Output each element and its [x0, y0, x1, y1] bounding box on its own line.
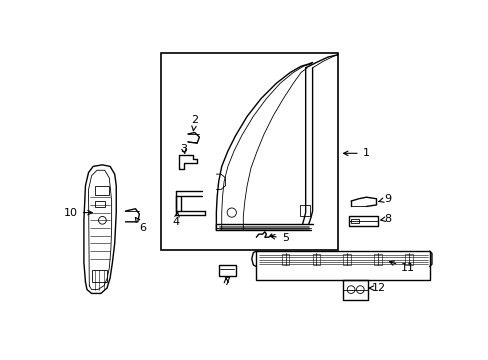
Text: 4: 4: [172, 211, 180, 227]
Text: 6: 6: [135, 217, 146, 233]
Bar: [348, 216, 377, 226]
Bar: [281, 254, 289, 265]
Text: 5: 5: [270, 233, 288, 243]
Text: 2: 2: [191, 115, 198, 131]
Bar: [350, 219, 358, 223]
Bar: [95, 201, 105, 207]
Text: 7: 7: [223, 277, 229, 287]
Text: 12: 12: [368, 283, 385, 293]
Bar: [373, 254, 381, 265]
Bar: [95, 186, 108, 195]
Bar: [161, 53, 337, 249]
Bar: [312, 254, 320, 265]
Bar: [404, 254, 412, 265]
Text: 3: 3: [180, 144, 187, 154]
Text: 1: 1: [343, 148, 369, 158]
Bar: [218, 265, 235, 276]
Bar: [343, 254, 350, 265]
Text: 8: 8: [380, 214, 390, 224]
Text: 9: 9: [378, 194, 390, 204]
Bar: [256, 251, 429, 280]
Text: 11: 11: [389, 261, 414, 273]
Bar: [343, 280, 367, 300]
Text: 10: 10: [63, 208, 92, 217]
Bar: [299, 205, 310, 216]
Bar: [91, 270, 107, 282]
